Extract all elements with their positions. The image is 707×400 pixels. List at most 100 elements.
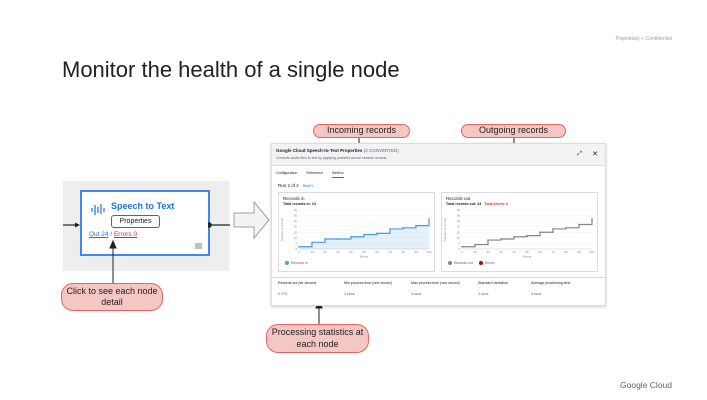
y-tick-label: 15	[294, 230, 298, 234]
y-tick-label: 10	[294, 236, 298, 240]
x-tick-label: 60	[375, 250, 379, 254]
errors-count-link[interactable]: Errors 0	[113, 231, 138, 238]
run-link[interactable]: Run01	[302, 184, 314, 188]
callout-node-detail: Click to see each node detail	[61, 283, 163, 311]
x-tick-label: 100	[590, 250, 595, 254]
x-tick-label: 10	[473, 250, 477, 254]
x-tick-label: 80	[564, 250, 568, 254]
divider	[272, 277, 605, 278]
x-tick-label: 20	[486, 250, 490, 254]
stat-value: 3 secs	[478, 292, 489, 296]
node-title: Speech to Text	[111, 201, 175, 211]
panel-tabs: Configuration Reference Metrics	[276, 169, 344, 178]
chart-total: Total records in: 24	[283, 202, 316, 206]
chart-total: Total records out: 24 Total errors: 0	[446, 202, 508, 206]
y-axis-label: Number of records	[443, 217, 447, 241]
legend-swatch	[478, 261, 483, 266]
callout-processing-statistics: Processing statistics at each node	[266, 324, 369, 353]
data-point	[513, 235, 515, 238]
data-point	[591, 218, 593, 220]
legend-item: Records in	[285, 261, 308, 266]
panel-description: Converts audio files to text by applying…	[276, 156, 388, 160]
processing-stats-row: Records out per second 0.774 Min process …	[278, 281, 603, 303]
data-point	[487, 239, 489, 241]
records-out-chart: Records out Total records out: 24 Total e…	[441, 192, 598, 272]
stat-header: Standard deviation	[478, 281, 508, 285]
legend-swatch	[448, 261, 452, 266]
x-axis-label: Minute	[360, 255, 369, 259]
data-point	[415, 224, 417, 227]
drag-handle-icon[interactable]	[195, 243, 202, 249]
x-tick-label: 90	[577, 250, 581, 254]
chart-legend: Records out Errors	[448, 261, 495, 266]
stat-average-processing-time: Average processing time 4 secs	[531, 281, 571, 296]
y-tick-label: 35	[457, 208, 461, 212]
run-selector: Run 2 of 2 Run01	[278, 183, 313, 188]
data-point	[298, 245, 300, 248]
y-tick-label: 15	[457, 230, 461, 234]
out-count-link[interactable]: Out 24	[89, 231, 109, 238]
chart-title: Records in	[283, 196, 305, 201]
legend-label: Errors	[484, 261, 495, 265]
tab-metrics[interactable]: Metrics	[331, 169, 344, 178]
legend-label: Records out	[454, 261, 473, 265]
x-tick-label: 10	[310, 250, 314, 254]
data-point	[526, 234, 528, 237]
y-tick-label: 35	[294, 208, 298, 212]
output-port-icon[interactable]	[208, 222, 230, 228]
y-tick-label: 25	[457, 219, 461, 223]
tab-configuration[interactable]: Configuration	[276, 171, 298, 175]
y-tick-label: 0	[458, 247, 460, 251]
stat-header: Average processing time	[531, 281, 571, 285]
properties-button[interactable]: Properties	[111, 215, 160, 228]
stat-records-out-per-second: Records out per second 0.774	[278, 281, 316, 296]
data-point	[389, 228, 391, 230]
x-tick-label: 0	[298, 250, 300, 254]
data-point	[578, 223, 580, 226]
big-right-arrow-icon	[233, 200, 270, 240]
tab-reference[interactable]: Reference	[306, 171, 323, 175]
x-tick-label: 70	[551, 250, 555, 254]
stat-header: Max process time (one record)	[411, 281, 460, 285]
data-point	[552, 228, 554, 230]
x-axis-label: Minute	[523, 255, 532, 259]
data-point	[324, 238, 326, 240]
node-detail-panel: Google Cloud Speech-to-Text Properties (…	[271, 143, 606, 306]
expand-icon[interactable]: ⤢	[577, 151, 582, 157]
run-label: Run 2 of 2	[278, 183, 299, 188]
stat-value: 0.774	[278, 292, 287, 296]
x-tick-label: 100	[427, 250, 432, 254]
panel-subtitle: (2 CONVERTED)	[363, 148, 399, 153]
stat-min-process-time: Min process time (one record) 3 secs	[344, 281, 392, 296]
y-tick-label: 25	[294, 219, 298, 223]
legend-item: Records out	[448, 261, 473, 266]
x-tick-label: 50	[362, 250, 366, 254]
y-tick-label: 30	[294, 214, 298, 218]
stat-value: 4 secs	[531, 292, 542, 296]
y-tick-label: 10	[457, 236, 461, 240]
x-tick-label: 40	[349, 250, 353, 254]
stat-max-process-time: Max process time (one record) 3 secs	[411, 281, 460, 296]
node-stats: Out 24 / Errors 0	[89, 231, 137, 238]
data-point	[461, 245, 463, 248]
close-icon[interactable]: ✕	[592, 151, 598, 158]
y-tick-label: 20	[294, 225, 298, 229]
slide-title: Monitor the health of a single node	[62, 57, 400, 82]
speech-to-text-node[interactable]: Speech to Text Properties Out 24 / Error…	[80, 190, 210, 256]
data-point	[337, 238, 339, 240]
y-tick-label: 5	[295, 241, 297, 245]
data-point	[402, 227, 404, 229]
legend-item: Errors	[478, 261, 495, 266]
stat-value: 3 secs	[411, 292, 422, 296]
data-point	[474, 243, 476, 246]
total-errors: Total errors: 0	[484, 202, 509, 206]
panel-title-text: Google Cloud Speech-to-Text Properties	[276, 148, 363, 153]
x-tick-label: 20	[323, 250, 327, 254]
data-point	[350, 235, 352, 238]
data-point	[428, 218, 430, 220]
data-point	[311, 241, 313, 244]
stat-standard-deviation: Standard deviation 3 secs	[478, 281, 508, 296]
records-in-chart: Records in Total records in: 24 Number o…	[278, 192, 435, 272]
callout-outgoing-records: Outgoing records	[461, 124, 566, 138]
